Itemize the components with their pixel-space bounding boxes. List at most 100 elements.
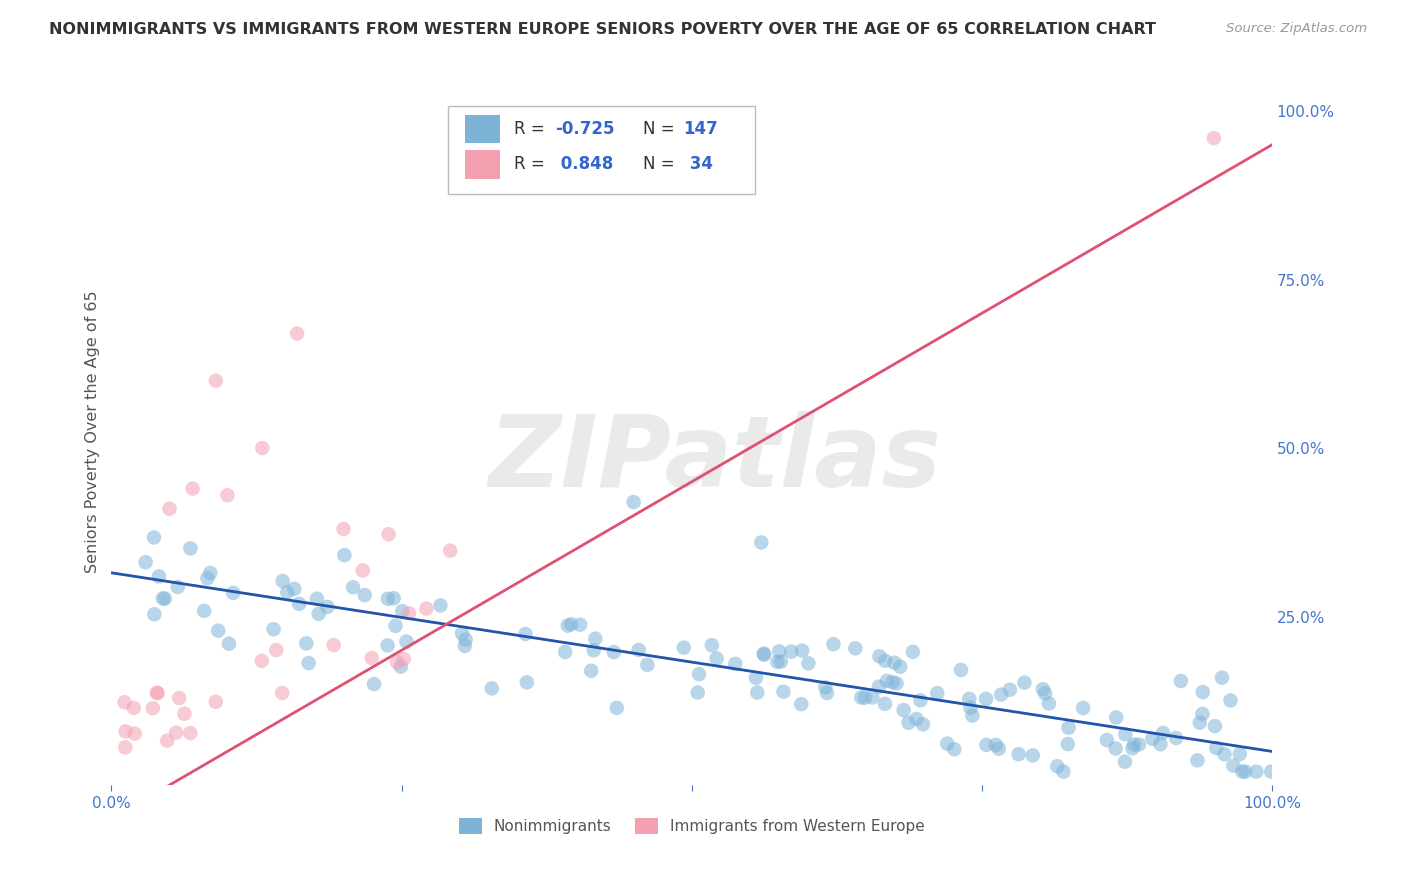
Point [688, 667, 710, 681]
Point [322, 638, 344, 652]
Point [1164, 731, 1187, 745]
Text: 147: 147 [683, 120, 718, 138]
Point [148, 569, 170, 583]
Point [790, 643, 813, 657]
Point [984, 738, 1007, 752]
Point [377, 591, 399, 606]
Point [377, 527, 399, 541]
Point [706, 651, 728, 665]
Point [135, 555, 157, 569]
Point [976, 738, 998, 752]
Point [516, 675, 538, 690]
Point [754, 648, 776, 662]
Point [1202, 131, 1225, 145]
Point [672, 640, 695, 655]
Point [305, 591, 328, 606]
Point [142, 701, 165, 715]
Text: 34: 34 [683, 155, 713, 173]
Point [114, 724, 136, 739]
Point [352, 563, 374, 577]
Point [1219, 693, 1241, 707]
Point [1142, 731, 1164, 746]
Point [360, 651, 382, 665]
Point [382, 591, 405, 606]
Point [1123, 738, 1146, 752]
Point [910, 693, 932, 707]
Point [686, 685, 709, 699]
Point [1071, 701, 1094, 715]
Point [395, 634, 418, 648]
Point [454, 639, 477, 653]
Point [1057, 721, 1080, 735]
Point [398, 607, 420, 621]
Point [153, 591, 176, 606]
Point [250, 654, 273, 668]
Point [1114, 727, 1136, 741]
Point [627, 643, 650, 657]
Point [217, 488, 239, 502]
Text: N =: N = [643, 155, 679, 173]
Point [582, 643, 605, 657]
Point [165, 725, 187, 739]
Point [851, 690, 873, 705]
Point [222, 586, 245, 600]
Point [1152, 726, 1174, 740]
Point [868, 649, 890, 664]
Point [173, 706, 195, 721]
Point [1205, 740, 1227, 755]
Text: Source: ZipAtlas.com: Source: ZipAtlas.com [1226, 22, 1367, 36]
Point [166, 580, 188, 594]
Point [957, 692, 980, 706]
Point [333, 548, 356, 562]
Point [179, 726, 201, 740]
Point [1260, 764, 1282, 779]
Point [823, 637, 845, 651]
Legend: Nonimmigrants, Immigrants from Western Europe: Nonimmigrants, Immigrants from Western E… [458, 818, 925, 834]
Point [283, 582, 305, 596]
Point [297, 656, 319, 670]
Point [974, 691, 997, 706]
Point [1052, 764, 1074, 779]
Point [342, 580, 364, 594]
Point [1122, 741, 1144, 756]
Point [1046, 759, 1069, 773]
Point [1032, 682, 1054, 697]
Point [873, 697, 896, 711]
Point [156, 733, 179, 747]
Point [308, 607, 330, 621]
Point [990, 688, 1012, 702]
Point [205, 374, 228, 388]
Point [1056, 737, 1078, 751]
Point [844, 641, 866, 656]
Y-axis label: Seniors Poverty Over the Age of 65: Seniors Poverty Over the Age of 65 [86, 290, 100, 573]
Point [1014, 675, 1036, 690]
Point [124, 727, 146, 741]
Point [353, 588, 375, 602]
Point [868, 680, 890, 694]
Point [1104, 741, 1126, 756]
Point [897, 715, 920, 730]
Point [218, 637, 240, 651]
Point [936, 737, 959, 751]
Point [1128, 738, 1150, 752]
Point [1211, 671, 1233, 685]
Point [943, 742, 966, 756]
Point [636, 657, 658, 672]
Point [560, 617, 582, 632]
Point [1033, 686, 1056, 700]
Point [1191, 706, 1213, 721]
Point [745, 671, 768, 685]
Point [790, 697, 813, 711]
Bar [465, 151, 501, 178]
Point [143, 531, 166, 545]
Point [377, 639, 399, 653]
Point [200, 566, 222, 580]
Point [1007, 747, 1029, 762]
Point [1232, 764, 1254, 779]
Point [1222, 758, 1244, 772]
FancyBboxPatch shape [449, 106, 755, 194]
Point [623, 495, 645, 509]
Point [959, 700, 981, 714]
Point [893, 703, 915, 717]
Point [193, 604, 215, 618]
